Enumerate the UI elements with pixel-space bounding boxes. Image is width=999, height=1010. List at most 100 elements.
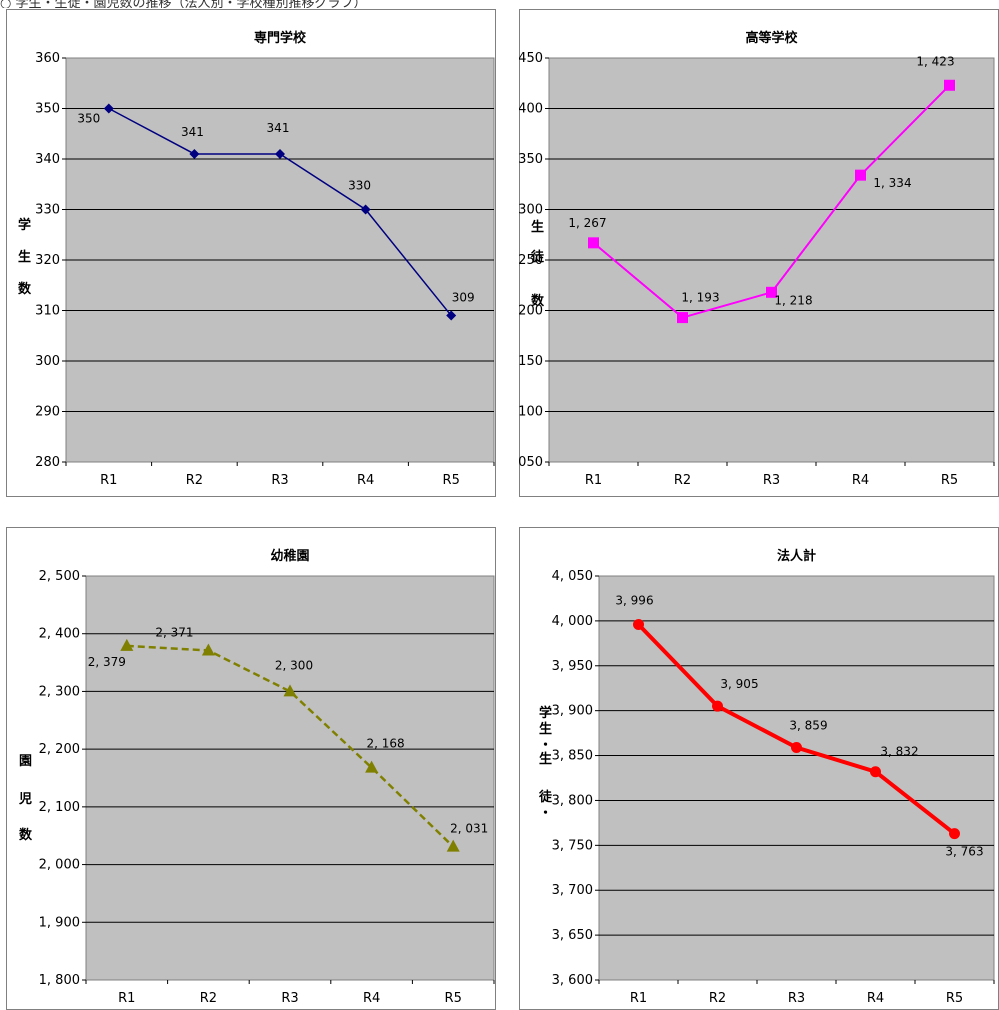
data-label: 1, 218: [774, 293, 812, 307]
x-tick-label: R2: [674, 473, 691, 488]
plot-area: [85, 575, 495, 981]
data-point: [855, 169, 866, 181]
data-point: [944, 79, 955, 91]
y-tick-label: 3, 750: [552, 838, 593, 853]
data-point: [633, 618, 644, 630]
y-tick-label: 280: [35, 455, 60, 470]
data-point: [275, 148, 285, 159]
data-label: 2, 168: [367, 737, 405, 751]
x-tick-label: R3: [763, 473, 780, 488]
data-point: [446, 310, 457, 321]
x-tick-label: R1: [118, 991, 135, 1006]
data-label: 341: [267, 121, 290, 135]
y-axis-label-char: 徒: [530, 249, 545, 265]
data-label: 1, 193: [681, 291, 719, 305]
y-tick-label: 310: [35, 304, 60, 319]
y-tick-label: 340: [35, 152, 60, 167]
chart-title: 法人計: [777, 548, 816, 564]
data-label: 1, 334: [873, 176, 911, 190]
data-point: [766, 286, 777, 298]
data-label: 3, 996: [615, 593, 653, 607]
y-axis-label-char: 数: [19, 827, 33, 843]
y-tick-label: 4, 000: [552, 614, 593, 629]
y-axis-label-char: ・: [539, 738, 552, 753]
y-tick-label: 360: [35, 51, 60, 66]
chart-svg: 法人計 3, 600 3, 650 3, 700 3, 750 3, 800 3, 850 3…: [519, 527, 999, 1010]
data-label: 2, 300: [275, 658, 313, 672]
y-tick-label: 2, 500: [39, 569, 80, 584]
y-axis-label-char: 生: [539, 751, 552, 767]
y-axis-label-char: 児: [18, 792, 32, 807]
x-tick-label: R4: [867, 991, 884, 1006]
chart-svg: 高等学校 1, 050 1, 100 1, 150 1, 200 1, 250 1, 300…: [519, 9, 999, 497]
y-tick-label: 3, 650: [552, 928, 593, 943]
x-tick-label: R5: [443, 473, 460, 488]
data-label: 3, 763: [945, 845, 983, 859]
y-axis-label-char: ・: [539, 806, 552, 821]
data-point: [949, 828, 960, 840]
data-label: 330: [348, 179, 371, 193]
x-tick-label: R5: [946, 991, 963, 1006]
data-label: 2, 371: [155, 625, 193, 639]
chart-panel-houjin: 法人計 3, 600 3, 650 3, 700 3, 750 3, 800 3, 850 3…: [519, 527, 999, 1010]
chart-title: 高等学校: [745, 30, 798, 46]
y-tick-label: 350: [35, 102, 60, 117]
data-point: [201, 643, 215, 656]
y-axis-label-char: 学: [18, 217, 31, 233]
data-point: [677, 312, 688, 324]
y-tick-label: 1, 250: [519, 253, 543, 268]
y-tick-label: 1, 300: [519, 203, 543, 218]
y-tick-label: 2, 100: [39, 800, 80, 815]
chart-svg: 幼稚園 1, 800 1, 900 2, 000 2, 100 2, 200 2, 300 2…: [6, 527, 496, 1010]
data-label: 350: [77, 112, 100, 126]
y-axis-label-char: 学: [539, 705, 552, 721]
data-point: [365, 760, 379, 773]
x-tick-label: R2: [186, 473, 203, 488]
y-tick-label: 2, 200: [39, 742, 80, 757]
y-axis-label-char: 生: [18, 249, 31, 265]
chart-panel-senmon: 専門学校 280 290 300 310 320 330 340 350 360 R1 R2 R3 R4 R…: [6, 9, 496, 497]
data-point: [446, 839, 460, 852]
page-header-text: ○ 学生・生徒・園児数の推移（法人別・学校種別推移グラフ）: [0, 0, 367, 8]
data-label: 309: [452, 291, 475, 305]
y-tick-label: 3, 600: [552, 973, 593, 988]
y-tick-label: 320: [35, 253, 60, 268]
x-tick-label: R1: [100, 473, 117, 488]
data-label: 3, 859: [789, 718, 827, 732]
x-tick-label: R3: [281, 991, 298, 1006]
data-point: [189, 148, 200, 159]
data-point: [870, 766, 881, 778]
y-tick-label: 1, 450: [519, 51, 543, 66]
y-tick-label: 1, 100: [519, 405, 543, 420]
chart-panel-youchien: 幼稚園 1, 800 1, 900 2, 000 2, 100 2, 200 2, 300 2…: [6, 527, 496, 1010]
data-label: 1, 267: [568, 216, 606, 230]
y-axis-label-char: 数: [531, 293, 545, 309]
data-point: [360, 204, 371, 215]
y-axis-label-char: 生: [531, 219, 544, 235]
data-label: 2, 379: [88, 655, 126, 669]
y-tick-label: 1, 050: [519, 455, 543, 470]
y-tick-label: 290: [35, 405, 60, 420]
y-tick-label: 3, 800: [552, 793, 593, 808]
data-label: 3, 905: [720, 677, 758, 691]
x-tick-label: R5: [941, 473, 958, 488]
x-tick-label: R4: [357, 473, 374, 488]
data-label: 3, 832: [880, 745, 918, 759]
x-tick-label: R1: [630, 991, 647, 1006]
y-tick-label: 3, 700: [552, 883, 593, 898]
x-tick-label: R2: [709, 991, 726, 1006]
chart-svg: 専門学校 280 290 300 310 320 330 340 350 360 R1 R2 R3 R4 R…: [6, 9, 496, 497]
y-tick-label: 3, 950: [552, 659, 593, 674]
data-point: [791, 741, 802, 753]
y-tick-label: 1, 350: [519, 152, 543, 167]
y-tick-label: 3, 900: [552, 704, 593, 719]
series-line: [126, 644, 455, 848]
y-tick-label: 330: [35, 203, 60, 218]
y-tick-label: 3, 850: [552, 749, 593, 764]
x-tick-label: R5: [445, 991, 462, 1006]
y-axis-label-char: 数: [18, 281, 32, 297]
data-label: 341: [181, 125, 204, 139]
data-label: 1, 423: [916, 54, 954, 68]
y-tick-label: 1, 800: [39, 973, 80, 988]
y-tick-label: 4, 050: [552, 569, 593, 584]
